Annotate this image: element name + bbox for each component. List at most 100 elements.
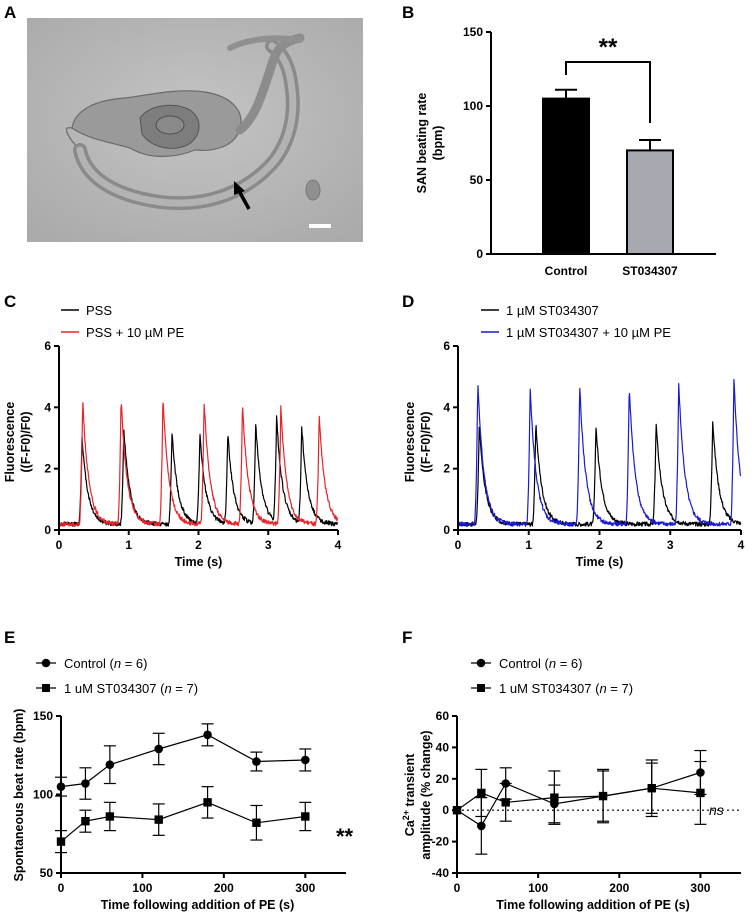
data-point bbox=[203, 798, 212, 807]
y-axis-label-line2: ((F-F0)/F0) bbox=[419, 411, 433, 472]
significance-bracket bbox=[565, 61, 651, 123]
data-point bbox=[301, 812, 310, 821]
data-point bbox=[598, 791, 608, 801]
legend-label: PSS + 10 µM PE bbox=[86, 325, 185, 340]
x-tick-label: 3 bbox=[265, 538, 272, 552]
legend-label-suffix: = 6) bbox=[556, 656, 582, 671]
legend-label-n: n bbox=[164, 681, 171, 696]
y-axis-label-line1: Fluorescence bbox=[3, 402, 17, 483]
legend-label: 1 µM ST034307 + 10 µM PE bbox=[506, 325, 671, 340]
data-point bbox=[647, 784, 656, 793]
y-axis-label-line2: ((F-F0)/F0) bbox=[19, 411, 33, 472]
x-axis-label: Time (s) bbox=[175, 555, 223, 569]
legend-label-prefix: Control ( bbox=[64, 656, 115, 671]
y-tick-label: 0 bbox=[44, 523, 51, 537]
legend-label-suffix: = 7) bbox=[172, 681, 198, 696]
legend-marker bbox=[477, 684, 485, 692]
bar bbox=[626, 149, 674, 255]
data-point bbox=[81, 816, 90, 826]
x-tick-label: 3 bbox=[667, 538, 674, 552]
x-axis-label: Time (s) bbox=[576, 555, 624, 569]
y-axis-label: Fluorescence ((F-F0)/F0) bbox=[3, 402, 33, 483]
chart-c: 0 2 4 6 0 1 2 3 4 Time (s) Fluorescence ((F-F0)/F0)… bbox=[3, 303, 342, 569]
x-tick-label: 4 bbox=[738, 538, 745, 552]
x-tick-label: 4 bbox=[335, 538, 342, 552]
panel-label-b: B bbox=[402, 3, 414, 22]
y-tick-label: 50 bbox=[40, 866, 54, 880]
y-axis-label: Ca2+ transient amplitude (% change) bbox=[401, 730, 433, 859]
x-tick-label: 2 bbox=[596, 538, 603, 552]
chart-d: 0 2 4 6 0 1 2 3 4 Time (s) Fluorescence ((F-F0)/F0)… bbox=[403, 303, 745, 569]
data-point bbox=[154, 744, 164, 754]
y-axis-label: Spontaneous beat rate (bpm) bbox=[12, 709, 26, 882]
y-tick-label: 150 bbox=[33, 709, 53, 723]
x-tick-label: 200 bbox=[214, 881, 234, 895]
x-tick-label: 0 bbox=[454, 881, 461, 895]
y-tick-label: 0 bbox=[442, 803, 449, 817]
panel-label-e: E bbox=[4, 628, 15, 647]
y-tick-label: 4 bbox=[44, 400, 51, 414]
legend-label: 1 uM ST034307 (n = 7) bbox=[64, 681, 198, 696]
data-point bbox=[203, 730, 212, 740]
trace-series-2 bbox=[58, 402, 339, 527]
panel-label-a: A bbox=[4, 3, 16, 22]
legend-label-n: n bbox=[549, 656, 556, 671]
series-line-1 bbox=[456, 771, 701, 827]
legend-label: PSS bbox=[86, 303, 112, 318]
y-tick-label: 4 bbox=[443, 400, 450, 414]
x-tick-label: 2 bbox=[195, 538, 202, 552]
x-tick-label: 0 bbox=[58, 881, 65, 895]
series-line-2 bbox=[60, 801, 306, 843]
y-tick-label: 20 bbox=[436, 772, 450, 786]
y-axis-label: Fluorescence ((F-F0)/F0) bbox=[403, 402, 433, 483]
bar bbox=[542, 97, 590, 255]
data-point bbox=[300, 755, 310, 765]
data-point bbox=[105, 812, 115, 821]
x-tick-label: 0 bbox=[455, 538, 462, 552]
data-point bbox=[81, 779, 90, 788]
trace-series-1 bbox=[457, 421, 742, 527]
data-point bbox=[501, 798, 510, 807]
x-tick-label: 0 bbox=[56, 538, 63, 552]
y-tick-label: 6 bbox=[44, 339, 51, 353]
trace-series-2 bbox=[457, 378, 742, 527]
series-line-1 bbox=[60, 734, 306, 788]
x-tick-label: 100 bbox=[132, 881, 152, 895]
legend-label-prefix: 1 uM ST034307 ( bbox=[499, 681, 600, 696]
x-tick-label: 1 bbox=[525, 538, 532, 552]
trace-series-1 bbox=[58, 415, 339, 527]
panel-label-d: D bbox=[402, 292, 414, 311]
legend-marker bbox=[42, 684, 50, 692]
y-axis-label-sup: 2+ bbox=[401, 810, 411, 820]
data-point bbox=[550, 793, 559, 802]
legend-label-suffix: = 6) bbox=[121, 656, 147, 671]
x-tick-label: ST034307 bbox=[622, 264, 678, 278]
legend-label: Control (n = 6) bbox=[64, 656, 147, 671]
y-tick-label: 6 bbox=[443, 339, 450, 353]
panel-label-f: F bbox=[402, 628, 412, 647]
y-axis-label-transient: transient bbox=[403, 753, 417, 810]
y-axis-label-ca: Ca bbox=[403, 819, 417, 836]
x-axis-label: Time following addition of PE (s) bbox=[496, 898, 690, 912]
y-axis-label-line1: Ca2+ transient bbox=[401, 753, 417, 836]
data-point bbox=[477, 821, 486, 831]
y-axis-label-line1: Fluorescence bbox=[403, 402, 417, 483]
scale-bar bbox=[309, 224, 331, 228]
legend-label: 1 µM ST034307 bbox=[506, 303, 599, 318]
legend-label-n: n bbox=[599, 681, 606, 696]
y-tick-label: 100 bbox=[33, 788, 53, 802]
y-axis-label-line2: amplitude (% change) bbox=[419, 730, 433, 859]
significance-label: ** bbox=[336, 824, 354, 849]
legend-marker bbox=[476, 658, 486, 668]
y-tick-label: 0 bbox=[476, 247, 483, 261]
legend-label-prefix: Control ( bbox=[499, 656, 550, 671]
x-tick-label: 300 bbox=[295, 881, 315, 895]
legend-label-n: n bbox=[114, 656, 121, 671]
y-tick-label: 2 bbox=[44, 462, 51, 476]
y-axis-label: SAN beating rate (bpm) bbox=[415, 93, 445, 194]
micrograph-image bbox=[27, 18, 363, 242]
legend-label: 1 uM ST034307 (n = 7) bbox=[499, 681, 633, 696]
